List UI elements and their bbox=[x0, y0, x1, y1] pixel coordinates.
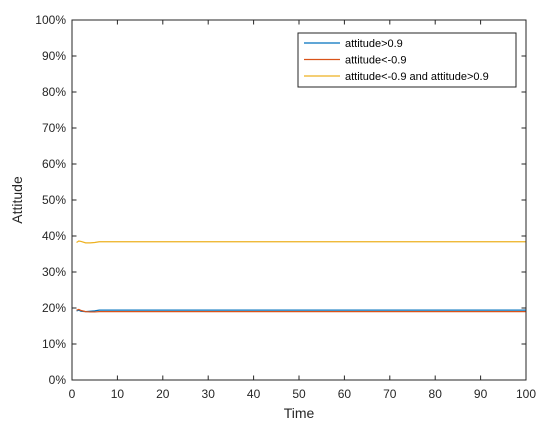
x-tick-label: 90 bbox=[474, 387, 488, 401]
y-axis-label: Attitude bbox=[9, 176, 25, 224]
x-tick-label: 30 bbox=[202, 387, 216, 401]
legend-label-1: attitude>0.9 bbox=[345, 38, 403, 50]
y-tick-label: 60% bbox=[42, 157, 66, 171]
x-axis-label: Time bbox=[284, 405, 315, 421]
y-tick-label: 40% bbox=[42, 229, 66, 243]
legend-label-3: attitude<-0.9 and attitude>0.9 bbox=[345, 71, 489, 83]
series-line-3 bbox=[76, 240, 526, 244]
y-tick-label: 80% bbox=[42, 85, 66, 99]
series-line-2 bbox=[76, 308, 526, 313]
y-tick-label: 50% bbox=[42, 193, 66, 207]
legend-label-2: attitude<-0.9 bbox=[345, 55, 406, 67]
x-tick-label: 100 bbox=[516, 387, 536, 401]
x-tick-label: 80 bbox=[429, 387, 443, 401]
x-tick-label: 60 bbox=[338, 387, 352, 401]
y-tick-label: 20% bbox=[42, 301, 66, 315]
y-tick-label: 30% bbox=[42, 265, 66, 279]
y-tick-label: 10% bbox=[42, 337, 66, 351]
x-tick-label: 20 bbox=[156, 387, 170, 401]
x-tick-label: 0 bbox=[69, 387, 76, 401]
y-tick-label: 0% bbox=[49, 373, 67, 387]
y-tick-label: 100% bbox=[35, 13, 66, 27]
x-tick-label: 50 bbox=[292, 387, 306, 401]
y-tick-label: 90% bbox=[42, 49, 66, 63]
x-tick-label: 40 bbox=[247, 387, 261, 401]
ticks: 0 10 20 30 40 50 60 70 80 90 100 0% 10% 20% 30% 40% 50% 6… bbox=[35, 13, 536, 401]
x-tick-label: 70 bbox=[383, 387, 397, 401]
y-tick-label: 70% bbox=[42, 121, 66, 135]
legend: attitude>0.9 attitude<-0.9 attitude<-0.9 a… bbox=[297, 32, 517, 88]
x-tick-label: 10 bbox=[111, 387, 125, 401]
series-layer bbox=[76, 240, 526, 313]
